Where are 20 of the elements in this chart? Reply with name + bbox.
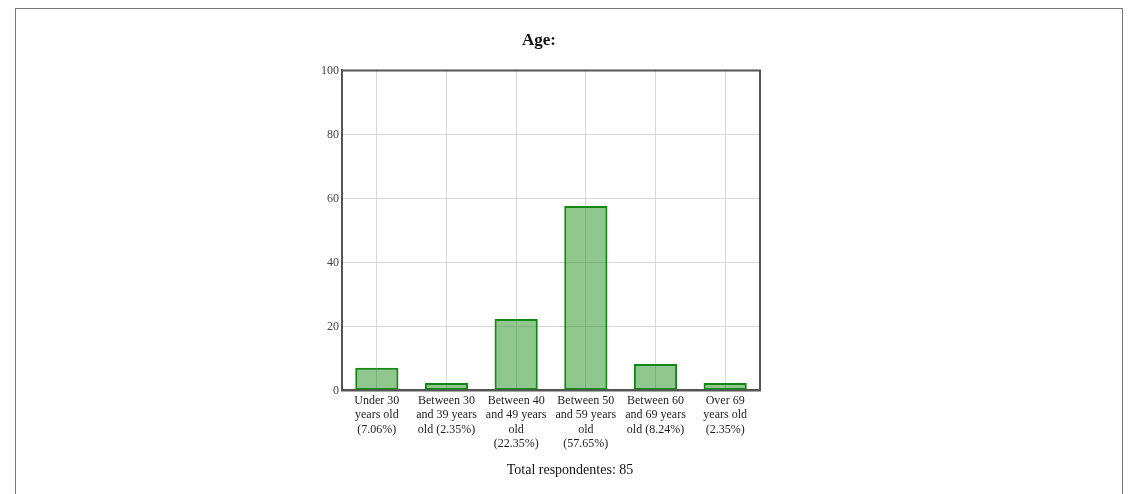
- x-tick-label: Between 30 and 39 years old (2.35%): [416, 392, 478, 436]
- y-tick-label: 80: [327, 126, 339, 141]
- bar: [564, 205, 608, 390]
- x-tick-label: Between 50 and 59 years old (57.65%): [555, 392, 617, 450]
- chart-title: Age:: [522, 29, 556, 49]
- y-tick-label: 0: [333, 382, 339, 397]
- text: Total respondentes: 85: [505, 462, 635, 478]
- y-tick-label: 100: [321, 62, 339, 77]
- y-tick-label: 60: [327, 190, 339, 205]
- x-tick-label: Between 60 and 69 years old (8.24%): [625, 392, 687, 436]
- y-tick-label: 40: [327, 254, 339, 269]
- y-tick-label: 20: [327, 318, 339, 333]
- bar: [703, 382, 747, 390]
- bar: [424, 382, 469, 390]
- x-tick-label: Over 69 years old (2.35%): [703, 392, 747, 436]
- x-tick-label: Between 40 and 49 years old (22.35%): [485, 392, 547, 450]
- bar: [494, 318, 538, 390]
- x-tick-label: Under 30 years old (7.06%): [354, 392, 400, 436]
- bar: [633, 364, 678, 390]
- bar: [355, 367, 399, 390]
